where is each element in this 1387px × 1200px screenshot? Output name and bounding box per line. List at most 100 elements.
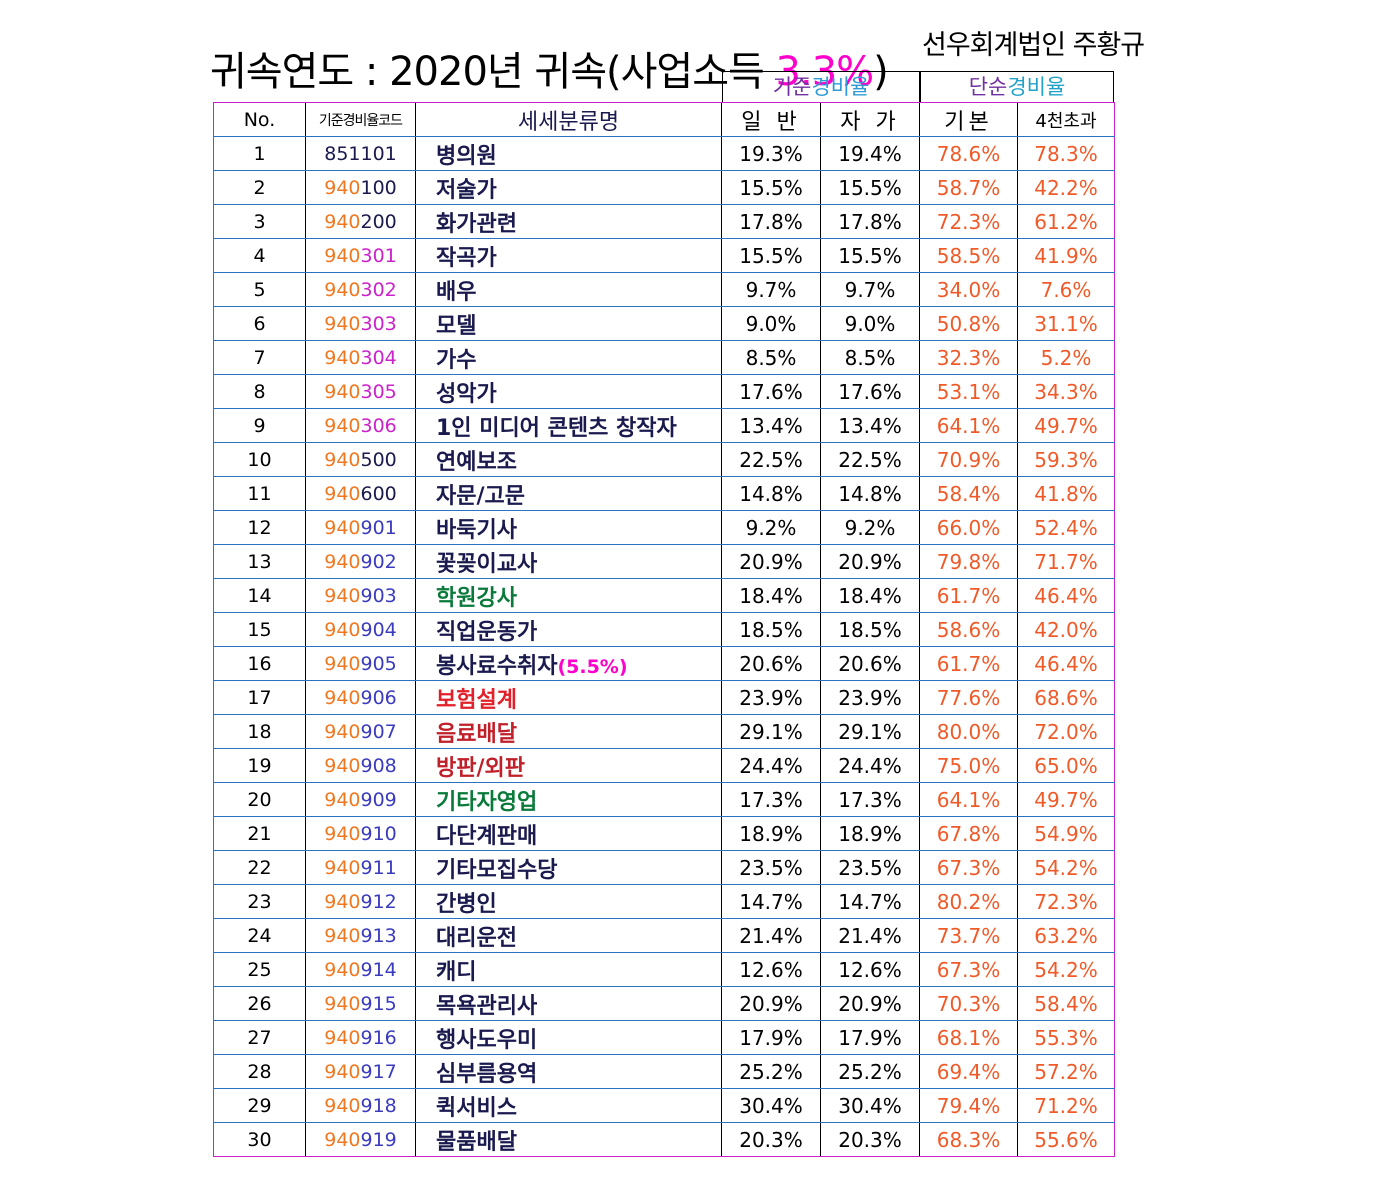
cell-general-rate: 25.2% [721, 1054, 821, 1089]
cell-no: 16 [213, 646, 306, 681]
table-row: 17 940906 보험설계 23.9% 23.9% 77.6% 68.6% [213, 680, 1115, 715]
cell-self-rate: 8.5% [820, 340, 920, 375]
cell-no: 17 [213, 680, 306, 715]
cell-no: 15 [213, 612, 306, 647]
name-text: 행사도우미 [436, 1027, 538, 1053]
cell-over-rate: 71.7% [1017, 544, 1115, 579]
cell-self-rate: 21.4% [820, 918, 920, 953]
code-prefix: 940 [324, 686, 361, 709]
cell-self-rate: 17.3% [820, 782, 920, 817]
cell-general-rate: 24.4% [721, 748, 821, 783]
code-prefix: 940 [324, 788, 361, 811]
cell-basic-rate: 79.4% [919, 1088, 1018, 1123]
cell-general-rate: 8.5% [721, 340, 821, 375]
header-name: 세세분류명 [415, 102, 722, 137]
cell-basic-rate: 66.0% [919, 510, 1018, 545]
table-row: 29 940918 퀵서비스 30.4% 30.4% 79.4% 71.2% [213, 1088, 1115, 1123]
cell-no: 29 [213, 1088, 306, 1123]
name-text: 작곡가 [436, 245, 497, 271]
table-row: 19 940908 방판/외판 24.4% 24.4% 75.0% 65.0% [213, 748, 1115, 783]
table-row: 22 940911 기타모집수당 23.5% 23.5% 67.3% 54.2% [213, 850, 1115, 885]
cell-general-rate: 19.3% [721, 136, 821, 171]
table-row: 12 940901 바둑기사 9.2% 9.2% 66.0% 52.4% [213, 510, 1115, 545]
cell-basic-rate: 75.0% [919, 748, 1018, 783]
name-note: (5.5%) [557, 655, 628, 678]
name-text: 배우 [436, 279, 477, 305]
code-prefix: 940 [324, 312, 361, 335]
code-prefix: 940 [324, 210, 361, 233]
cell-code: 940916 [305, 1020, 416, 1055]
cell-no: 28 [213, 1054, 306, 1089]
code-prefix: 940 [324, 1128, 361, 1151]
cell-no: 26 [213, 986, 306, 1021]
code-suffix: 600 [360, 482, 397, 505]
cell-code: 940904 [305, 612, 416, 647]
cell-over-rate: 34.3% [1017, 374, 1115, 409]
cell-self-rate: 20.3% [820, 1122, 920, 1157]
code-prefix: 940 [324, 380, 361, 403]
table-row: 30 940919 물품배달 20.3% 20.3% 68.3% 55.6% [213, 1122, 1115, 1157]
cell-no: 4 [213, 238, 306, 273]
cell-name: 봉사료수취자(5.5%) [415, 646, 722, 681]
name-text: 성악가 [436, 381, 497, 407]
cell-over-rate: 71.2% [1017, 1088, 1115, 1123]
cell-code: 940100 [305, 170, 416, 205]
cell-no: 1 [213, 136, 306, 171]
name-text: 자문/고문 [436, 483, 525, 509]
name-text: 병의원 [436, 143, 497, 169]
cell-over-rate: 65.0% [1017, 748, 1115, 783]
cell-over-rate: 61.2% [1017, 204, 1115, 239]
table-row: 18 940907 음료배달 29.1% 29.1% 80.0% 72.0% [213, 714, 1115, 749]
name-text: 퀵서비스 [436, 1095, 517, 1121]
cell-over-rate: 58.4% [1017, 986, 1115, 1021]
title-close: ) [873, 49, 889, 95]
name-text: 물품배달 [436, 1129, 517, 1155]
cell-self-rate: 17.8% [820, 204, 920, 239]
cell-name: 꽃꽂이교사 [415, 544, 722, 579]
code-prefix: 940 [324, 890, 361, 913]
cell-self-rate: 9.0% [820, 306, 920, 341]
name-text: 보험설계 [436, 687, 517, 713]
cell-general-rate: 23.5% [721, 850, 821, 885]
table-row: 11 940600 자문/고문 14.8% 14.8% 58.4% 41.8% [213, 476, 1115, 511]
cell-general-rate: 20.3% [721, 1122, 821, 1157]
name-text: 다단계판매 [436, 823, 538, 849]
name-text: 모델 [436, 313, 477, 339]
header-general: 일 반 [721, 102, 821, 137]
cell-code: 940500 [305, 442, 416, 477]
header-code: 기준경비율코드 [305, 102, 416, 137]
cell-over-rate: 49.7% [1017, 782, 1115, 817]
cell-self-rate: 29.1% [820, 714, 920, 749]
code-prefix: 940 [324, 278, 361, 301]
code-prefix: 940 [324, 448, 361, 471]
name-text: 학원강사 [436, 585, 517, 611]
cell-basic-rate: 77.6% [919, 680, 1018, 715]
title-rate: 3.3% [775, 49, 875, 95]
code-suffix: 304 [360, 346, 397, 369]
table-row: 9 940306 1인 미디어 콘텐츠 창작자 13.4% 13.4% 64.1% 49.7… [213, 408, 1115, 443]
code-prefix: 940 [324, 856, 361, 879]
cell-basic-rate: 67.8% [919, 816, 1018, 851]
author-label: 선우회계법인 주황규 [922, 30, 1145, 61]
code-prefix: 940 [324, 1026, 361, 1049]
cell-general-rate: 17.6% [721, 374, 821, 409]
cell-basic-rate: 69.4% [919, 1054, 1018, 1089]
cell-basic-rate: 73.7% [919, 918, 1018, 953]
cell-no: 20 [213, 782, 306, 817]
code-suffix: 200 [360, 210, 397, 233]
code-suffix: 306 [360, 414, 397, 437]
cell-code: 940914 [305, 952, 416, 987]
name-text: 저술가 [436, 177, 497, 203]
cell-general-rate: 18.4% [721, 578, 821, 613]
code-suffix: 909 [360, 788, 397, 811]
code-prefix: 940 [324, 482, 361, 505]
cell-self-rate: 9.7% [820, 272, 920, 307]
code-prefix: 940 [324, 652, 361, 675]
cell-code: 940306 [305, 408, 416, 443]
name-text: 봉사료수취자 [436, 653, 558, 679]
cell-name: 음료배달 [415, 714, 722, 749]
table-row: 16 940905 봉사료수취자(5.5%) 20.6% 20.6% 61.7% 46.4% [213, 646, 1115, 681]
cell-name: 가수 [415, 340, 722, 375]
cell-self-rate: 12.6% [820, 952, 920, 987]
cell-name: 자문/고문 [415, 476, 722, 511]
